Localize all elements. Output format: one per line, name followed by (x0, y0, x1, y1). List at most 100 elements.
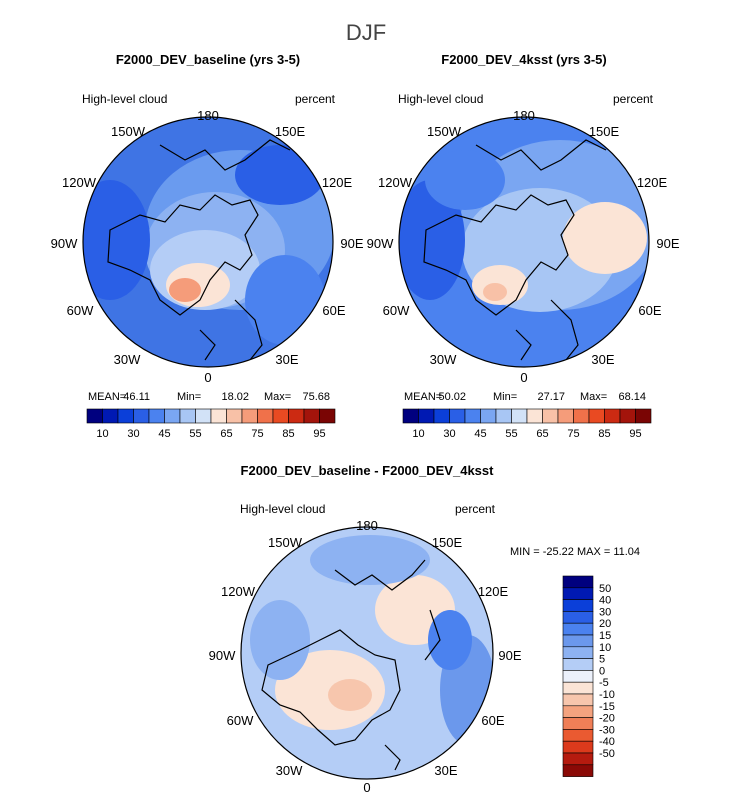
panel-title: F2000_DEV_baseline (yrs 3-5) (116, 52, 300, 67)
field-label: High-level cloud (398, 92, 483, 106)
cloud-field-region (83, 180, 150, 300)
legend-swatch (562, 658, 594, 671)
lon-label: 90W (51, 236, 78, 251)
colorbar-swatch (102, 408, 119, 424)
legend-swatch (562, 611, 594, 624)
lon-label: 150W (268, 535, 303, 550)
lon-label: 60E (322, 303, 345, 318)
legend-label: -50 (599, 748, 615, 760)
lon-label: 60E (638, 303, 661, 318)
lon-label: 90W (367, 236, 394, 251)
mean-label: MEAN= (88, 391, 126, 403)
colorbar-tick-label: 45 (474, 428, 486, 440)
lon-label: 180 (356, 518, 378, 533)
colorbar-tick-label: 65 (536, 428, 548, 440)
max-value: 68.14 (618, 391, 646, 403)
colorbar-swatch (635, 408, 652, 424)
polar-map (399, 117, 649, 367)
legend-swatch (562, 646, 594, 659)
panel-baseline: F2000_DEV_baseline (yrs 3-5) High-level … (51, 52, 364, 440)
colorbar-swatch (480, 408, 497, 424)
cloud-field-region (483, 283, 507, 301)
cloud-field-region (328, 679, 372, 711)
min-label: Min= (493, 391, 517, 403)
colorbar-swatch (241, 408, 258, 424)
legend-label: 50 (599, 583, 611, 595)
legend-swatch (562, 740, 594, 754)
colorbar-swatch (402, 408, 419, 424)
lon-label: 60W (227, 713, 254, 728)
lon-label: 180 (513, 108, 535, 123)
lon-label: 60E (481, 713, 504, 728)
colorbar-swatch (272, 408, 289, 424)
lon-label: 0 (363, 780, 370, 795)
legend-label: 20 (599, 618, 611, 630)
diff-stats: MIN = -25.22 MAX = 11.04 (510, 546, 640, 558)
legend-label: -10 (599, 689, 615, 701)
cloud-field-region (245, 255, 325, 345)
colorbar-swatch (86, 408, 103, 424)
colorbar-tick-label: 85 (282, 428, 294, 440)
legend-swatch (562, 717, 594, 730)
legend-swatch (562, 752, 594, 766)
colorbar-swatch (526, 408, 543, 424)
max-label: Max= (264, 391, 291, 403)
colorbar-tick-label: 85 (598, 428, 610, 440)
lon-label: 30E (275, 352, 298, 367)
colorbar-swatch (588, 408, 605, 424)
colorbar-tick-label: 75 (567, 428, 579, 440)
lon-label: 60W (67, 303, 94, 318)
legend-swatch (562, 599, 594, 612)
cloud-field-region (563, 202, 647, 274)
coastline (107, 139, 291, 361)
legend-swatch (562, 705, 594, 718)
colorbar-swatch (257, 408, 274, 424)
legend-label: -30 (599, 724, 615, 736)
legend-label: 30 (599, 606, 611, 618)
legend-label: 0 (599, 665, 605, 677)
mean-value: 46.11 (123, 391, 150, 403)
legend-swatch (562, 681, 594, 695)
panel-difference: F2000_DEV_baseline - F2000_DEV_4ksst Hig… (209, 463, 640, 795)
panel-title: F2000_DEV_baseline - F2000_DEV_4ksst (241, 463, 495, 478)
lon-label: 120E (478, 584, 509, 599)
lon-label: 150W (427, 124, 462, 139)
colorbar-tick-label: 95 (629, 428, 641, 440)
lon-label: 180 (197, 108, 219, 123)
lon-label: 0 (520, 370, 527, 385)
max-value: 75.68 (302, 391, 330, 403)
colorbar-swatch (604, 408, 621, 424)
lon-label: 90W (209, 648, 236, 663)
colorbar-swatch (511, 408, 528, 424)
legend-label: -5 (599, 677, 609, 689)
lon-label: 30E (434, 763, 457, 778)
coastline (423, 139, 607, 361)
map-border (398, 116, 650, 368)
mean-label: MEAN= (404, 391, 442, 403)
colorbar-tick-label: 30 (127, 428, 139, 440)
min-value: 27.17 (537, 391, 565, 403)
field-label: High-level cloud (82, 92, 167, 106)
legend-swatch (562, 622, 594, 636)
legend-label: -15 (599, 701, 615, 713)
colorbar-swatch (148, 408, 165, 424)
colorbar-tick-label: 30 (443, 428, 455, 440)
colorbar-swatch (179, 408, 196, 424)
mean-value: 50.02 (438, 391, 466, 403)
lon-label: 150W (111, 124, 146, 139)
legend-label: 10 (599, 642, 611, 654)
panel-4ksst: F2000_DEV_4ksst (yrs 3-5) High-level clo… (367, 52, 680, 440)
coastline (261, 559, 441, 771)
lon-label: 30W (430, 352, 457, 367)
lon-label: 30E (591, 352, 614, 367)
legend-swatch (562, 764, 594, 777)
cloud-field-region (425, 150, 505, 210)
colorbar-ticks: 10 30 45 55 65 75 85 95 (96, 428, 325, 440)
colorbar-swatch (495, 408, 512, 424)
cloud-field-region (250, 600, 310, 680)
colorbar (86, 408, 336, 424)
diff-colorbar (562, 575, 594, 777)
season-title: DJF (346, 20, 386, 45)
legend-swatch (562, 729, 594, 742)
